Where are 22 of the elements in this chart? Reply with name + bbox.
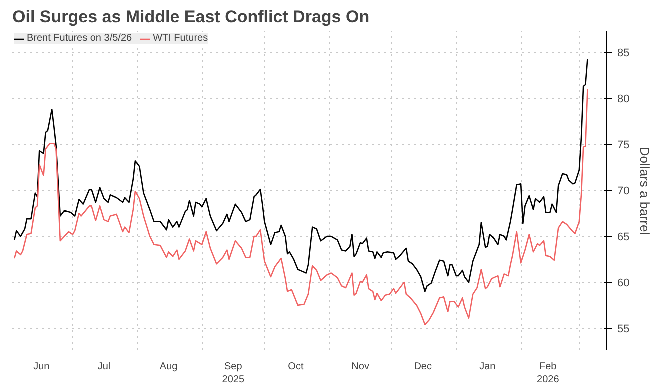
y-tick-label: 80 — [618, 94, 630, 106]
line-series — [14, 58, 588, 292]
y-tick-label: 55 — [618, 323, 630, 336]
x-tick-label: Jan — [480, 362, 496, 372]
legend-label: WTI Futures — [153, 33, 208, 44]
y-tick-label: 85 — [618, 48, 630, 60]
x-tick-label: Dec — [414, 362, 432, 372]
x-tick-label: Jun — [34, 362, 50, 372]
x-tick-label: Jul — [98, 362, 111, 372]
x-tick-label: Aug — [160, 362, 178, 372]
x-tick-label: Oct — [288, 362, 304, 372]
y-tick-label: 60 — [618, 277, 630, 290]
y-tick-label: 75 — [618, 140, 630, 152]
line-series — [14, 88, 588, 326]
y-tick-label: 65 — [618, 232, 630, 244]
y2-axis-title: Dollars a barrel — [638, 146, 653, 236]
x-tick-label: Nov — [352, 362, 370, 372]
chart-title: Oil Surges as Middle East Conflict Drags On — [12, 8, 370, 26]
y-tick-label: 70 — [618, 186, 630, 198]
x-tick-label: Sep 2025 — [222, 362, 245, 386]
x-tick-label: Feb 2026 — [537, 362, 560, 386]
legend-label: Brent Futures on 3/5/26 — [27, 33, 132, 44]
